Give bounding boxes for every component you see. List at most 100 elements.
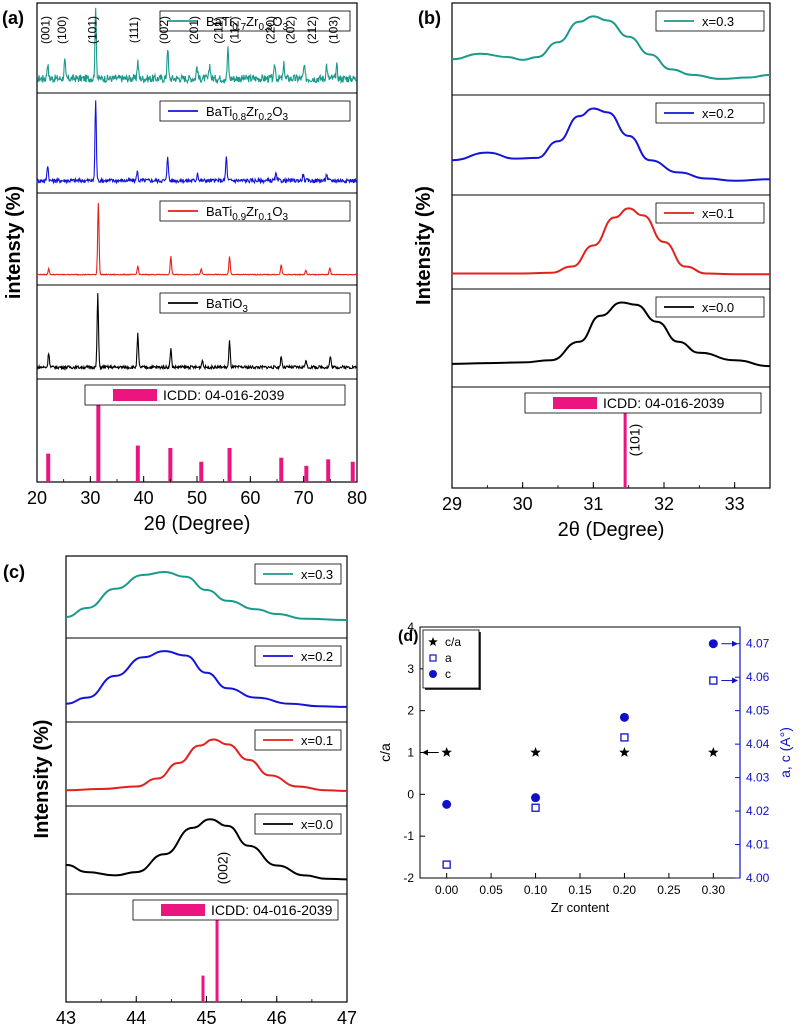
legend-marker-star xyxy=(428,637,438,646)
miller-index-label: (220) xyxy=(263,16,277,44)
miller-index-label: (100) xyxy=(55,16,69,44)
legend-box xyxy=(254,563,342,585)
legend-label: BaTi0.7Zr0.3O3 xyxy=(206,14,288,33)
reference-stick xyxy=(199,461,204,482)
x-axis-label: 2θ (Degree) xyxy=(558,519,665,541)
legend-label: x=0.3 xyxy=(301,567,333,582)
miller-index-label: (111) xyxy=(127,17,141,43)
legend-text-base: BaTi xyxy=(206,14,232,29)
legend-box xyxy=(655,102,765,124)
legend-box xyxy=(655,296,765,318)
reference-stick xyxy=(350,461,355,482)
series-trace-2 xyxy=(65,738,348,792)
series-trace-3 xyxy=(36,293,358,371)
y-right-tick-label: 4.07 xyxy=(746,637,770,651)
point-c xyxy=(531,793,541,803)
miller-index-label: (103) xyxy=(326,16,340,44)
y-tick-label: 0 xyxy=(407,787,414,801)
y-axis-label: intensty (%) xyxy=(3,186,25,299)
legend-box xyxy=(159,200,351,222)
y-axis-label: Intensity (%) xyxy=(413,186,435,305)
reference-legend-swatch xyxy=(553,397,597,409)
reference-stick xyxy=(326,459,331,482)
x-tick-label: 0.15 xyxy=(568,883,592,897)
legend-text-tail: O xyxy=(272,14,282,29)
legend-label: BaTi0.8Zr0.2O3 xyxy=(206,104,288,123)
legend-label: c/a xyxy=(445,635,461,649)
point-c xyxy=(708,639,718,649)
legend-text-tail: O xyxy=(272,204,282,219)
y-tick-label: 4 xyxy=(407,620,414,634)
reference-stick xyxy=(135,445,140,482)
x-tick-label: 33 xyxy=(725,494,745,514)
right-axis-arrowhead xyxy=(732,640,738,647)
x-tick-label: 80 xyxy=(347,488,367,508)
legend-label: c xyxy=(445,667,451,681)
point-c xyxy=(619,712,629,722)
x-tick-label: 70 xyxy=(294,488,314,508)
legend-marker-square xyxy=(429,654,437,662)
x-tick-label: 32 xyxy=(654,494,674,514)
x-tick-label: 0.10 xyxy=(524,883,548,897)
legend-label: x=0.3 xyxy=(702,14,734,29)
panel-label: (c) xyxy=(3,562,25,582)
x-tick-label: 46 xyxy=(267,1008,287,1024)
point-a xyxy=(531,803,540,812)
y-right-tick-label: 4.05 xyxy=(746,704,770,718)
y-tick-label: 1 xyxy=(407,746,414,760)
y-right-tick-label: 4.01 xyxy=(746,838,770,852)
right-axis-arrowhead xyxy=(732,677,738,684)
miller-index-label: (001) xyxy=(38,16,52,44)
reference-stick xyxy=(279,457,284,482)
x-tick-label: 50 xyxy=(187,488,207,508)
point-c-over-a xyxy=(619,747,630,757)
legend-label: x=0.0 xyxy=(702,300,734,315)
point-c xyxy=(442,799,452,809)
legend-text-sub: 3 xyxy=(282,112,288,123)
x-tick-label: 0.20 xyxy=(613,883,637,897)
x-tick-label: 30 xyxy=(80,488,100,508)
x-tick-label: 20 xyxy=(27,488,47,508)
y-right-tick-label: 4.03 xyxy=(746,771,770,785)
legend-marker-circle xyxy=(429,670,437,678)
panel-d: 0.00 0.05 0.10 0.15 0.20 0.25 0.30 -2 -1 0 1 2 3 4 4.0… xyxy=(377,620,793,915)
legend-text-sub: 0.9 xyxy=(232,212,246,223)
x-tick-label: 31 xyxy=(583,494,603,514)
reference-stick xyxy=(96,401,101,482)
miller-index-label: (101) xyxy=(86,16,100,44)
legend-label: x=0.1 xyxy=(702,206,734,221)
legend-text-sub: 0.8 xyxy=(232,112,246,123)
legend-text-sub: 0.2 xyxy=(258,112,272,123)
panel-c: x=0.3 x=0.2 x=0.1 x=0.0 ICDD: 04-016-2039 (00… xyxy=(3,555,357,1024)
legend-text-base: BaTi xyxy=(206,104,232,119)
point-c-over-a xyxy=(441,747,452,757)
legend-label: x=0.2 xyxy=(702,106,734,121)
miller-index-label: (002) xyxy=(157,16,171,44)
series-trace-2 xyxy=(36,202,358,276)
legend-label: a xyxy=(445,651,452,665)
panel-label: (a) xyxy=(2,8,24,28)
point-a xyxy=(442,860,451,869)
series-trace-0 xyxy=(451,15,771,80)
x-tick-label: 43 xyxy=(56,1008,76,1024)
y-right-tick-label: 4.02 xyxy=(746,804,770,818)
x-tick-label: 0.25 xyxy=(657,883,681,897)
x-tick-label: 0.30 xyxy=(702,883,726,897)
legend-text-sub: 0.7 xyxy=(232,22,246,33)
x-tick-label: 45 xyxy=(196,1008,216,1024)
legend-text-base: BaTi xyxy=(206,204,232,219)
miller-index-label: (201) xyxy=(187,16,201,44)
series-trace-3 xyxy=(451,301,771,368)
legend-text-sub: 0.3 xyxy=(258,22,272,33)
x-tick-label: 60 xyxy=(240,488,260,508)
series-trace-0 xyxy=(36,7,358,85)
y-tick-label: -1 xyxy=(403,829,414,843)
y-axis-label: Intensity (%) xyxy=(31,720,53,839)
legend-box xyxy=(254,813,342,835)
series-trace-1 xyxy=(451,107,771,182)
x-tick-label: 47 xyxy=(337,1008,357,1024)
x-tick-label: 30 xyxy=(513,494,533,514)
point-a xyxy=(620,733,629,742)
x-tick-label: 40 xyxy=(134,488,154,508)
